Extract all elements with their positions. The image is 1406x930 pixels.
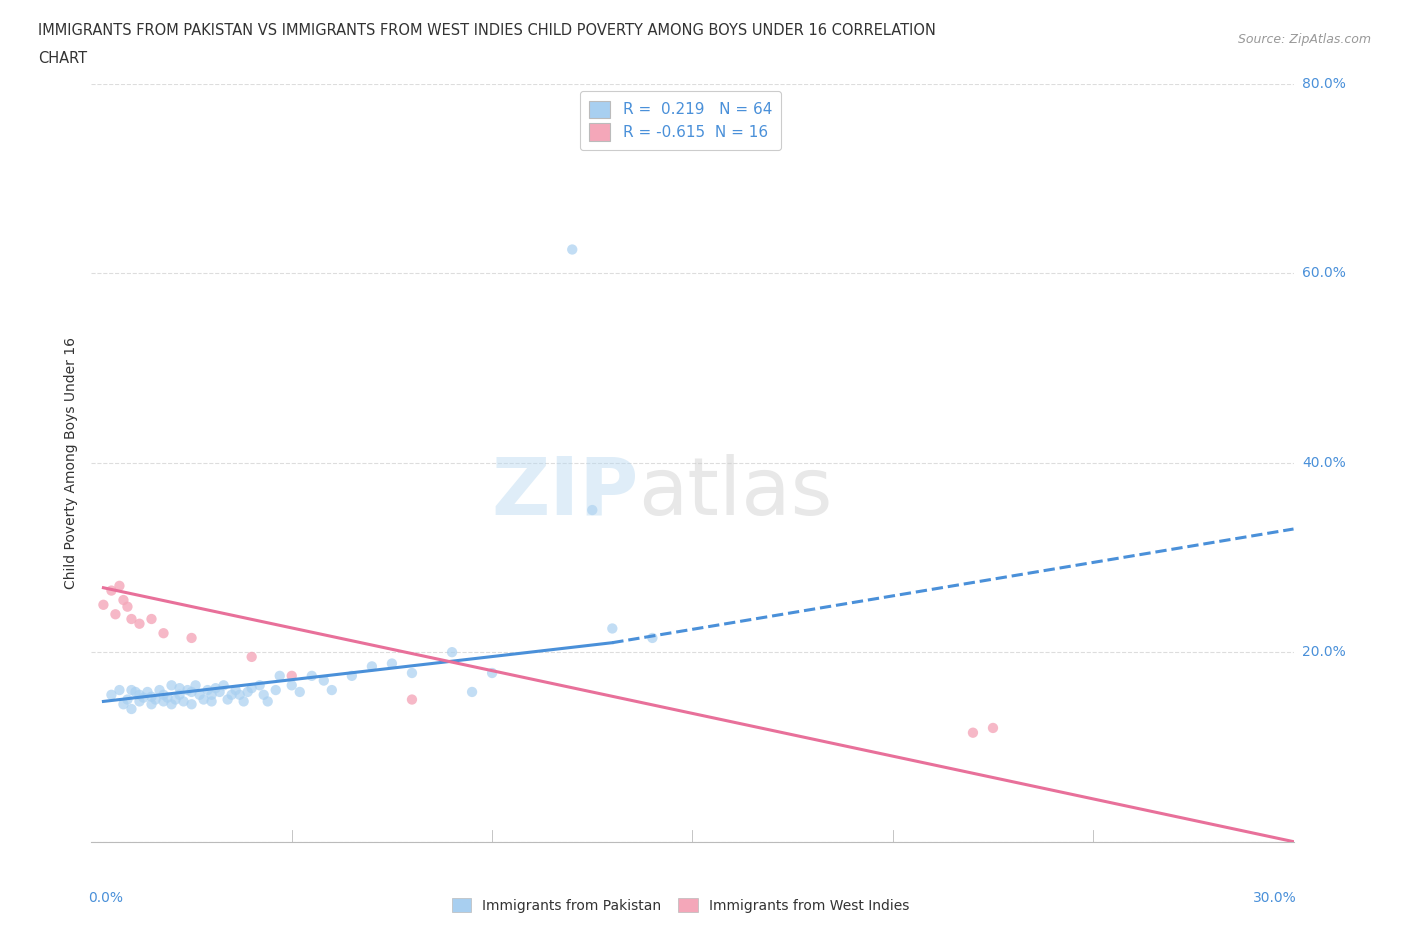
Point — [152, 687, 174, 702]
Point — [121, 683, 143, 698]
Point — [981, 721, 1004, 736]
Point — [204, 681, 226, 696]
Point — [141, 689, 163, 704]
Point — [108, 578, 131, 593]
Point — [184, 678, 207, 693]
Point — [104, 607, 127, 622]
Point — [145, 692, 167, 707]
Point — [232, 694, 254, 709]
Text: 30.0%: 30.0% — [1253, 891, 1298, 905]
Point — [281, 669, 304, 684]
Point — [117, 599, 139, 614]
Point — [121, 701, 143, 716]
Point — [112, 697, 135, 711]
Point — [602, 621, 624, 636]
Point — [240, 681, 263, 696]
Point — [193, 692, 215, 707]
Point — [312, 673, 335, 688]
Point — [100, 687, 122, 702]
Point — [201, 694, 224, 709]
Point — [169, 681, 191, 696]
Point — [561, 242, 583, 257]
Point — [236, 684, 259, 699]
Text: 20.0%: 20.0% — [1302, 645, 1346, 659]
Point — [288, 684, 311, 699]
Point — [360, 659, 382, 674]
Point — [176, 683, 198, 698]
Point — [160, 678, 183, 693]
Text: 0.0%: 0.0% — [87, 891, 122, 905]
Point — [201, 687, 224, 702]
Point — [136, 684, 159, 699]
Point — [461, 684, 484, 699]
Point — [249, 678, 271, 693]
Point — [180, 697, 202, 711]
Point — [962, 725, 984, 740]
Point — [180, 684, 202, 699]
Point — [401, 666, 423, 681]
Text: atlas: atlas — [638, 454, 832, 532]
Point — [169, 687, 191, 702]
Point — [253, 687, 276, 702]
Text: 60.0%: 60.0% — [1302, 266, 1346, 280]
Text: 40.0%: 40.0% — [1302, 456, 1346, 470]
Point — [141, 612, 163, 627]
Point — [208, 684, 231, 699]
Point — [281, 678, 304, 693]
Point — [340, 669, 363, 684]
Point — [381, 656, 404, 671]
Legend: Immigrants from Pakistan, Immigrants from West Indies: Immigrants from Pakistan, Immigrants fro… — [446, 892, 915, 918]
Point — [269, 669, 291, 684]
Point — [301, 669, 323, 684]
Point — [121, 612, 143, 627]
Point — [256, 694, 278, 709]
Point — [221, 687, 243, 702]
Point — [228, 687, 250, 702]
Point — [321, 683, 343, 698]
Point — [100, 583, 122, 598]
Point — [124, 684, 146, 699]
Point — [225, 683, 247, 698]
Point — [112, 592, 135, 607]
Point — [401, 692, 423, 707]
Text: Source: ZipAtlas.com: Source: ZipAtlas.com — [1237, 33, 1371, 46]
Point — [481, 666, 503, 681]
Point — [128, 687, 150, 702]
Point — [264, 683, 287, 698]
Point — [128, 617, 150, 631]
Y-axis label: Child Poverty Among Boys Under 16: Child Poverty Among Boys Under 16 — [65, 337, 79, 589]
Point — [240, 649, 263, 664]
Point — [93, 597, 115, 612]
Point — [152, 694, 174, 709]
Point — [581, 502, 603, 517]
Point — [212, 678, 235, 693]
Text: IMMIGRANTS FROM PAKISTAN VS IMMIGRANTS FROM WEST INDIES CHILD POVERTY AMONG BOYS: IMMIGRANTS FROM PAKISTAN VS IMMIGRANTS F… — [38, 23, 936, 38]
Point — [217, 692, 239, 707]
Point — [152, 626, 174, 641]
Point — [156, 690, 179, 705]
Point — [141, 697, 163, 711]
Point — [197, 683, 219, 698]
Point — [132, 690, 155, 705]
Text: 80.0%: 80.0% — [1302, 76, 1346, 91]
Point — [173, 694, 195, 709]
Point — [117, 692, 139, 707]
Point — [180, 631, 202, 645]
Text: CHART: CHART — [38, 51, 87, 66]
Point — [108, 683, 131, 698]
Point — [440, 644, 463, 659]
Point — [160, 697, 183, 711]
Point — [148, 683, 170, 698]
Point — [128, 694, 150, 709]
Point — [641, 631, 664, 645]
Point — [165, 692, 187, 707]
Text: ZIP: ZIP — [491, 454, 638, 532]
Point — [188, 687, 211, 702]
